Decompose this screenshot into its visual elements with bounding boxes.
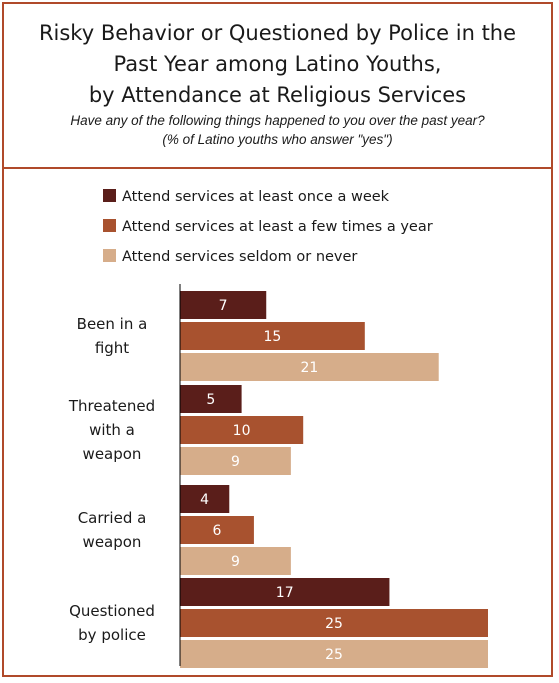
category-label-4-line-2: by police (78, 626, 146, 644)
bar-c1-s2 (180, 322, 365, 350)
legend-swatch-1 (103, 189, 116, 202)
bar-value-c4-s1: 17 (276, 585, 294, 601)
bar-value-c3-s2: 6 (212, 523, 221, 539)
category-label-2-line-3: weapon (83, 445, 142, 463)
legend-label-3: Attend services seldom or never (122, 249, 357, 265)
subtitle-line-1: Have any of the following things happene… (70, 113, 485, 128)
bar-c4-s1 (180, 578, 390, 606)
title-line-1: Risky Behavior or Questioned by Police i… (38, 21, 517, 45)
bar-c2-s3 (180, 447, 291, 475)
bar-c2-s2 (180, 416, 304, 444)
legend: Attend services at least once a week Atte… (103, 189, 433, 265)
category-label-2-line-1: Threatened (68, 397, 155, 415)
chart-header: Risky Behavior or Questioned by Police i… (4, 4, 551, 169)
category-label-3-line-2: weapon (83, 533, 142, 551)
bar-value-c2-s1: 5 (206, 392, 215, 408)
bar-c4-s3 (180, 640, 488, 668)
bar-c3-s3 (180, 547, 291, 575)
category-label-2-line-2: with a (89, 421, 135, 439)
category-labels: Been in a fight Threatened with a weapon Carr… (68, 315, 155, 644)
bar-c2-s1 (180, 385, 242, 413)
bar-value-c3-s3: 9 (231, 554, 240, 570)
legend-swatch-2 (103, 219, 116, 232)
subtitle-line-2: (% of Latino youths who answer "yes") (162, 132, 393, 147)
bar-value-c1-s3: 21 (300, 360, 318, 376)
bar-c3-s1 (180, 485, 230, 513)
title-line-3: by Attendance at Religious Services (88, 83, 467, 107)
bar-value-c3-s1: 4 (200, 492, 209, 508)
category-label-3-line-1: Carried a (78, 509, 147, 527)
bar-c4-s2 (180, 609, 488, 637)
legend-label-2: Attend services at least a few times a y… (122, 219, 433, 235)
category-label-1-line-1: Been in a (77, 315, 148, 333)
legend-swatch-3 (103, 249, 116, 262)
bar-value-c2-s2: 10 (233, 423, 251, 439)
bar-value-c4-s3: 25 (325, 647, 343, 663)
bar-value-c2-s3: 9 (231, 454, 240, 470)
bar-value-c4-s2: 25 (325, 616, 343, 632)
bar-value-c1-s1: 7 (219, 298, 228, 314)
chart-title: Risky Behavior or Questioned by Police i… (4, 4, 551, 111)
bar-value-c1-s2: 15 (263, 329, 281, 345)
category-label-4-line-1: Questioned (69, 602, 155, 620)
legend-label-1: Attend services at least once a week (122, 189, 390, 205)
bar-c1-s1 (180, 291, 267, 319)
title-line-2: Past Year among Latino Youths, (113, 52, 442, 76)
category-label-1-line-2: fight (95, 339, 129, 357)
bar-c3-s2 (180, 516, 254, 544)
bar-c1-s3 (180, 353, 439, 381)
